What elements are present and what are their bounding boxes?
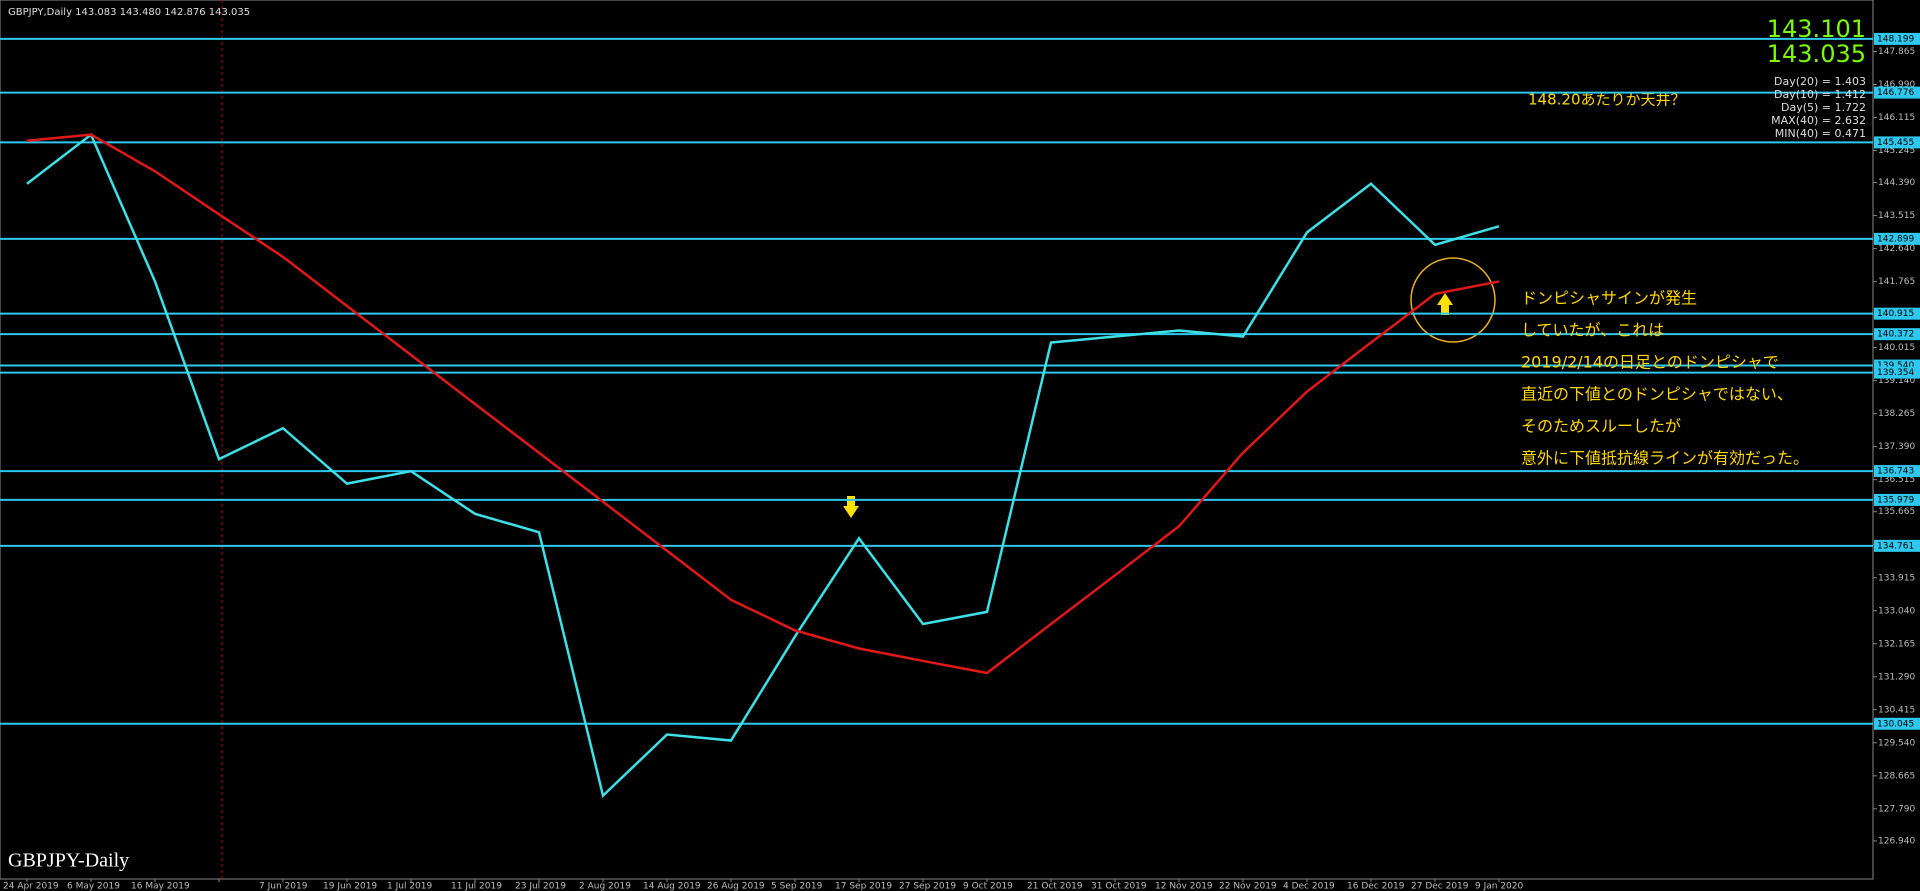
annotation-line: していたが、これは	[1521, 321, 1664, 340]
y-tick-label: 131.290	[1878, 672, 1915, 682]
chart-title: GBPJPY,Daily 143.083 143.480 142.876 143…	[8, 7, 250, 18]
price-label: 140.372	[1877, 330, 1914, 340]
annotation-line: そのためスルーしたが	[1521, 417, 1681, 436]
y-tick-label: 126.940	[1878, 836, 1915, 846]
price-label-box	[1874, 366, 1920, 379]
price-label-box	[1874, 493, 1920, 506]
x-tick-label: 22 Nov 2019	[1219, 882, 1277, 891]
stat: Day(10) = 1.412	[1774, 88, 1866, 101]
y-tick-label: 142.640	[1878, 244, 1915, 254]
x-tick-label: 19 Jun 2019	[323, 882, 377, 891]
price-line	[26, 133, 1500, 675]
price-label: 145.455	[1877, 138, 1914, 148]
price-label: 139.540	[1877, 361, 1914, 371]
price-label: 140.915	[1877, 309, 1914, 319]
quote: 143.035	[1767, 40, 1866, 68]
x-tick-label: 21 Oct 2019	[1027, 882, 1083, 891]
quote: 143.101	[1767, 15, 1866, 43]
y-tick-label: 133.040	[1878, 606, 1915, 616]
price-label-box	[1874, 539, 1920, 552]
y-tick-label: 133.915	[1878, 573, 1915, 583]
y-tick-label: 143.515	[1878, 211, 1915, 221]
x-tick-label: 9 Jan 2020	[1475, 882, 1523, 891]
y-tick-label: 146.990	[1878, 80, 1915, 90]
price-label-box	[1874, 307, 1920, 320]
highlight-circle	[1410, 257, 1496, 343]
x-tick-label: 2 Aug 2019	[579, 882, 631, 891]
x-tick-label: 1 Jul 2019	[387, 882, 432, 891]
price-label-box	[1874, 232, 1920, 245]
price-label: 148.199	[1877, 34, 1914, 44]
price-label: 139.354	[1877, 368, 1914, 378]
y-tick-label: 139.140	[1878, 376, 1915, 386]
y-tick-label: 135.665	[1878, 507, 1915, 517]
y-tick-label: 127.790	[1878, 804, 1915, 814]
price-label: 136.743	[1877, 467, 1914, 477]
down-arrow	[843, 496, 859, 518]
x-tick-label: 7 Jun 2019	[259, 882, 308, 891]
watermark: GBPJPY-Daily	[8, 850, 129, 872]
plot-area	[0, 0, 1874, 880]
y-tick-label: 144.390	[1878, 178, 1915, 188]
annotation-line: 2019/2/14の日足とのドンピシャで	[1521, 353, 1779, 372]
y-tick-label: 137.390	[1878, 442, 1915, 452]
x-tick-label: 6 May 2019	[67, 882, 120, 891]
stat: MIN(40) = 0.471	[1775, 127, 1866, 140]
price-line	[26, 132, 1500, 799]
price-label: 130.045	[1877, 719, 1914, 729]
x-tick-label: 27 Dec 2019	[1411, 882, 1469, 891]
annotation-top: 148.20あたりか天井？	[1528, 91, 1686, 109]
x-tick-label: 4 Dec 2019	[1283, 882, 1335, 891]
y-tick-label: 128.665	[1878, 771, 1915, 781]
y-tick-label: 140.015	[1878, 343, 1915, 353]
price-label-box	[1874, 86, 1920, 99]
y-tick-label: 136.515	[1878, 475, 1915, 485]
x-tick-label: 17 Sep 2019	[835, 882, 892, 891]
x-tick-label: 16 Dec 2019	[1347, 882, 1405, 891]
x-tick-label: 14 Aug 2019	[643, 882, 701, 891]
price-label-box	[1874, 328, 1920, 341]
x-tick-label: 23 Jul 2019	[515, 882, 566, 891]
stat: Day(20) = 1.403	[1774, 75, 1866, 88]
annotation-line: 直近の下値とのドンピシャではない、	[1521, 385, 1793, 404]
price-label-box	[1874, 465, 1920, 478]
price-label-box	[1874, 717, 1920, 730]
y-tick-label: 141.765	[1878, 277, 1915, 287]
x-tick-label: 12 Nov 2019	[1155, 882, 1213, 891]
annotation-line: ドンピシャサインが発生	[1521, 289, 1697, 308]
x-tick-label: 24 Apr 2019	[3, 882, 59, 891]
x-tick-label: 26 Aug 2019	[707, 882, 765, 891]
up-arrow	[1437, 293, 1453, 315]
price-label: 146.776	[1877, 88, 1914, 98]
y-tick-label: 145.245	[1878, 146, 1915, 156]
price-label: 135.979	[1877, 495, 1914, 505]
x-tick-label: 16 May 2019	[131, 882, 190, 891]
y-tick-label: 138.265	[1878, 409, 1915, 419]
x-tick-label: 11 Jul 2019	[451, 882, 502, 891]
annotation-line: 意外に下値抵抗線ラインが有効だった。	[1521, 449, 1809, 468]
price-label-box	[1874, 32, 1920, 45]
y-tick-label: 130.415	[1878, 705, 1915, 715]
price-label: 142.899	[1877, 234, 1914, 244]
price-label: 134.761	[1877, 541, 1914, 551]
y-tick-label: 146.115	[1878, 113, 1915, 123]
x-tick-label: 31 Oct 2019	[1091, 882, 1147, 891]
y-tick-label: 147.865	[1878, 47, 1915, 57]
stat: Day(5) = 1.722	[1781, 101, 1866, 114]
y-tick-label: 129.540	[1878, 738, 1915, 748]
x-tick-label: 5 Sep 2019	[771, 882, 823, 891]
x-tick-label: 27 Sep 2019	[899, 882, 956, 891]
price-label-box	[1874, 136, 1920, 149]
stat: MAX(40) = 2.632	[1771, 114, 1866, 127]
y-tick-label: 132.165	[1878, 639, 1915, 649]
x-tick-label: 9 Oct 2019	[963, 882, 1013, 891]
